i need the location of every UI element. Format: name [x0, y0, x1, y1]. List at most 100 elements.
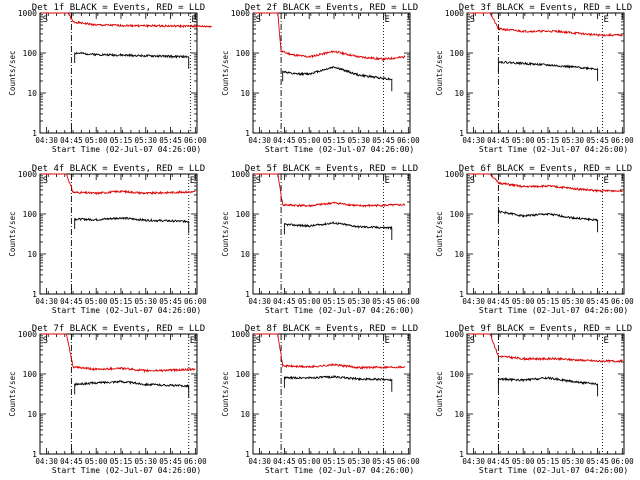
- x-tick-label: 06:00: [611, 136, 634, 145]
- y-tick-label: 1: [32, 450, 37, 459]
- x-tick-label: 04:30: [462, 297, 485, 306]
- y-axis-label: Counts/sec: [221, 50, 230, 95]
- x-tick-label: 05:30: [134, 297, 157, 306]
- x-tick-label: 05:00: [85, 297, 108, 306]
- x-tick-label: 05:15: [537, 297, 560, 306]
- x-tick-label: 05:45: [586, 297, 609, 306]
- x-axis-label: Start Time (02-Jul-07 04:26:00): [52, 145, 201, 154]
- x-tick-label: 05:15: [537, 136, 560, 145]
- y-tick-label: 10: [240, 410, 250, 419]
- x-tick-label: 04:45: [60, 297, 83, 306]
- lld-series-line: [41, 333, 196, 374]
- events-series-line: [74, 216, 190, 234]
- marker-e: E: [190, 336, 195, 346]
- x-tick-label: 05:15: [323, 136, 346, 145]
- x-tick-label: 05:30: [134, 136, 157, 145]
- lld-series-line: [41, 173, 196, 196]
- y-tick-label: 1000: [18, 170, 37, 179]
- y-tick-label: 1: [32, 129, 37, 138]
- panel-title: Det 9f BLACK = Events, RED = LLD: [459, 324, 632, 334]
- panel-1: Det 1f BLACK = Events, RED = LLD 1 10 100 10…: [8, 3, 213, 154]
- lld-series-line: [41, 12, 213, 29]
- panel-7: Det 7f BLACK = Events, RED = LLD 1 10 100 10…: [8, 324, 207, 475]
- x-tick-label: 05:00: [298, 297, 321, 306]
- y-tick-label: 10: [454, 410, 464, 419]
- x-tick-label: 06:00: [397, 136, 420, 145]
- x-tick-label: 04:30: [35, 297, 58, 306]
- x-tick-label: 05:45: [586, 457, 609, 466]
- x-tick-label: 04:30: [35, 136, 58, 145]
- panel-title: Det 4f BLACK = Events, RED = LLD: [32, 164, 205, 174]
- x-tick-label: 05:00: [298, 136, 321, 145]
- x-tick-label: 05:30: [347, 457, 370, 466]
- y-tick-label: 1000: [18, 9, 37, 18]
- y-axis-label: Counts/sec: [435, 211, 444, 256]
- x-tick-label: 06:00: [611, 457, 634, 466]
- x-tick-label: 05:00: [512, 136, 535, 145]
- marker-s: S: [470, 336, 475, 346]
- y-tick-label: 100: [450, 49, 465, 58]
- panel-title: Det 6f BLACK = Events, RED = LLD: [459, 164, 632, 174]
- events-series-line: [74, 379, 190, 398]
- x-axis-label: Start Time (02-Jul-07 04:26:00): [479, 306, 628, 315]
- marker-e: E: [190, 176, 195, 186]
- x-tick-label: 05:45: [159, 136, 182, 145]
- marker-e: E: [604, 176, 609, 186]
- y-tick-label: 1: [245, 129, 250, 138]
- lld-series-line: [468, 333, 623, 364]
- marker-s: S: [470, 176, 475, 186]
- marker-e: E: [604, 15, 609, 25]
- panel-title: Det 2f BLACK = Events, RED = LLD: [245, 3, 418, 13]
- x-tick-label: 05:00: [512, 297, 535, 306]
- plot-frame: [252, 333, 411, 455]
- y-tick-label: 1: [245, 290, 250, 299]
- lld-series-line: [254, 333, 406, 370]
- events-series-line: [497, 376, 599, 397]
- y-axis-label: Counts/sec: [221, 211, 230, 256]
- marker-e: E: [191, 15, 196, 25]
- lld-series-line: [254, 173, 406, 208]
- x-tick-label: 04:30: [248, 136, 271, 145]
- panel-2: Det 2f BLACK = Events, RED = LLD 1 10 100 10…: [221, 3, 420, 154]
- plot-frame: [39, 12, 198, 134]
- y-tick-label: 1: [32, 290, 37, 299]
- panel-4: Det 4f BLACK = Events, RED = LLD 1 10 100 10…: [8, 164, 207, 315]
- y-tick-label: 100: [236, 49, 251, 58]
- x-tick-label: 06:00: [184, 136, 207, 145]
- x-tick-label: 06:00: [397, 457, 420, 466]
- marker-e: E: [604, 336, 609, 346]
- y-axis-label: Counts/sec: [221, 371, 230, 416]
- x-tick-label: 05:30: [561, 297, 584, 306]
- x-tick-label: 05:00: [85, 136, 108, 145]
- x-axis-label: Start Time (02-Jul-07 04:26:00): [52, 306, 201, 315]
- y-tick-label: 1: [245, 450, 250, 459]
- x-tick-label: 04:30: [462, 457, 485, 466]
- plot-frame: [39, 173, 198, 295]
- x-tick-label: 05:30: [561, 136, 584, 145]
- plot-frame: [466, 173, 625, 295]
- x-tick-label: 05:45: [372, 297, 395, 306]
- x-tick-label: 04:45: [273, 136, 296, 145]
- x-tick-label: 04:45: [487, 136, 510, 145]
- x-tick-label: 04:30: [248, 297, 271, 306]
- y-tick-label: 10: [27, 250, 37, 259]
- plot-frame: [466, 12, 625, 134]
- y-axis-label: Counts/sec: [435, 50, 444, 95]
- events-series-line: [283, 221, 393, 240]
- x-tick-label: 05:45: [159, 297, 182, 306]
- events-series-line: [282, 66, 393, 92]
- x-tick-label: 05:15: [110, 457, 133, 466]
- plot-frame: [466, 333, 625, 455]
- x-tick-label: 06:00: [397, 297, 420, 306]
- y-axis-label: Counts/sec: [435, 371, 444, 416]
- x-tick-label: 06:00: [184, 457, 207, 466]
- y-tick-label: 10: [27, 89, 37, 98]
- marker-s: S: [43, 336, 48, 346]
- panel-title: Det 1f BLACK = Events, RED = LLD: [32, 3, 205, 13]
- y-tick-label: 1000: [445, 9, 464, 18]
- y-axis-label: Counts/sec: [8, 211, 17, 256]
- x-tick-label: 04:45: [60, 457, 83, 466]
- x-tick-label: 04:30: [35, 457, 58, 466]
- x-tick-label: 05:00: [512, 457, 535, 466]
- x-tick-label: 04:45: [273, 297, 296, 306]
